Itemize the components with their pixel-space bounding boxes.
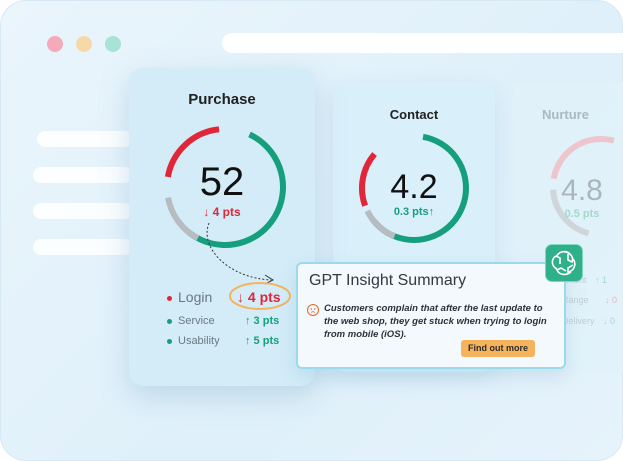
login-row: Login [167, 289, 212, 305]
minimize-window-dot[interactable] [76, 36, 92, 52]
purchase-gauge [164, 126, 286, 248]
nurture-delta: 0.5 pts [564, 208, 600, 220]
openai-logo-icon [545, 244, 583, 282]
find-out-more-button[interactable]: Find out more [461, 340, 535, 357]
contact-card-title: Contact [389, 107, 439, 122]
login-delta: ↓ 4 pts [237, 289, 281, 305]
close-window-dot[interactable] [47, 36, 63, 52]
purchase-delta: ↓ 4 pts [203, 205, 241, 219]
service-delta: ↑ 3 pts [245, 315, 280, 327]
nurture-score: 4.8 [561, 174, 603, 207]
skeleton-line [33, 167, 133, 183]
login-label: Login [178, 289, 213, 305]
skeleton-line [37, 131, 133, 147]
nurture-row: Range ↓ 0 [562, 295, 618, 305]
highlight-circle [229, 282, 291, 310]
nurture-row: Delivery ↓ 0 [562, 316, 616, 326]
green-bullet-icon [167, 338, 172, 344]
skeleton-line [33, 239, 133, 255]
usability-row: Usability [167, 335, 220, 347]
contact-gauge [359, 133, 469, 243]
nurture-card-title: Nurture [542, 107, 589, 122]
green-bullet-icon [167, 318, 172, 324]
nurture-gauge [550, 136, 623, 238]
purchase-card[interactable]: Purchase 52 ↓ 4 pts Login ↓ 4 pts Servic… [129, 68, 315, 386]
service-row: Service [167, 315, 215, 327]
purchase-score: 52 [199, 160, 245, 204]
address-bar[interactable] [222, 33, 623, 53]
service-label: Service [178, 315, 215, 327]
usability-label: Usability [178, 335, 220, 347]
insight-title: GPT Insight Summary [309, 272, 467, 289]
skeleton-line [33, 203, 133, 219]
contact-delta: 0.3 pts↑ [393, 206, 435, 218]
sad-face-icon [307, 304, 319, 316]
purchase-card-title: Purchase [188, 91, 256, 108]
insight-text: Customers complain that after the last u… [324, 303, 547, 340]
red-bullet-icon [167, 295, 172, 301]
gpt-insight-panel: GPT Insight Summary Customers complain t… [296, 262, 566, 369]
usability-delta: ↑ 5 pts [245, 335, 280, 347]
connector-arrow [206, 222, 275, 285]
maximize-window-dot[interactable] [105, 36, 121, 52]
contact-score: 4.2 [390, 168, 438, 206]
